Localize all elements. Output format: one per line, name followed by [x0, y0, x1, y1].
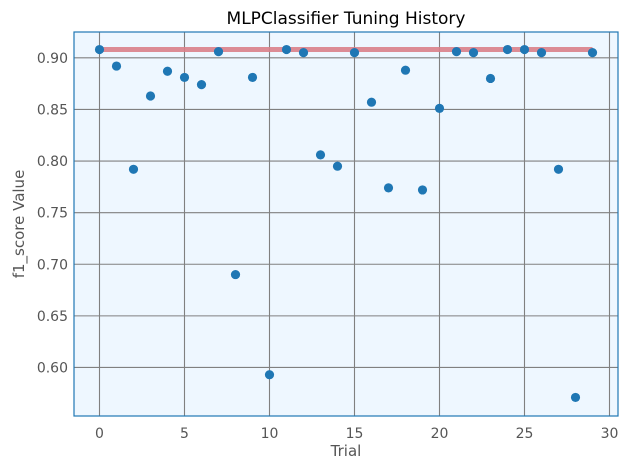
- x-tick-label: 10: [261, 426, 279, 442]
- x-tick-label: 15: [346, 426, 364, 442]
- data-point: [162, 66, 173, 76]
- data-point: [264, 370, 275, 380]
- data-point: [434, 103, 445, 113]
- data-point: [400, 65, 411, 75]
- x-tick-label: 5: [180, 426, 189, 442]
- data-point: [247, 72, 258, 83]
- data-point: [468, 48, 479, 58]
- plot-area: [74, 32, 618, 416]
- y-tick-label: 0.75: [37, 206, 68, 222]
- x-tick-label: 20: [431, 426, 449, 442]
- data-point: [451, 47, 462, 57]
- x-tick-label: 30: [601, 426, 619, 442]
- data-point: [587, 48, 598, 58]
- data-point: [332, 161, 343, 171]
- data-point: [196, 80, 207, 90]
- data-point: [366, 97, 377, 107]
- x-tick-label: 0: [95, 426, 104, 442]
- data-point: [485, 73, 496, 84]
- y-tick-label: 0.60: [37, 360, 68, 376]
- data-point: [298, 48, 309, 58]
- x-axis-ticks: 0 5 10 15 20 25 30: [95, 426, 618, 442]
- data-point: [536, 48, 547, 58]
- grid: [74, 32, 618, 416]
- data-point: [383, 183, 394, 193]
- data-point: [417, 185, 428, 195]
- data-point: [145, 91, 156, 101]
- y-tick-label: 0.90: [37, 51, 68, 67]
- plot-frame: [73, 31, 619, 417]
- data-point: [111, 61, 122, 71]
- data-points: [94, 44, 598, 403]
- data-point: [213, 47, 224, 57]
- data-point: [230, 269, 241, 280]
- y-axis-label: f1_score Value: [10, 170, 29, 279]
- chart-title: MLPClassifier Tuning History: [227, 9, 466, 29]
- y-tick-label: 0.80: [37, 154, 68, 170]
- x-axis-label: Trial: [330, 442, 362, 460]
- data-point: [94, 44, 105, 55]
- y-tick-label: 0.85: [37, 102, 68, 118]
- y-tick-label: 0.70: [37, 257, 68, 273]
- data-point: [553, 164, 564, 174]
- data-point: [502, 44, 513, 55]
- data-point: [519, 44, 530, 55]
- data-point: [349, 48, 360, 58]
- y-tick-label: 0.65: [37, 309, 68, 325]
- data-point: [570, 392, 581, 403]
- data-point: [128, 164, 139, 174]
- data-point: [281, 44, 292, 55]
- x-tick-label: 25: [516, 426, 534, 442]
- y-axis-ticks: 0.60 0.65 0.70 0.75 0.80 0.85 0.90: [37, 51, 68, 377]
- data-point: [315, 150, 326, 160]
- data-point: [179, 72, 190, 83]
